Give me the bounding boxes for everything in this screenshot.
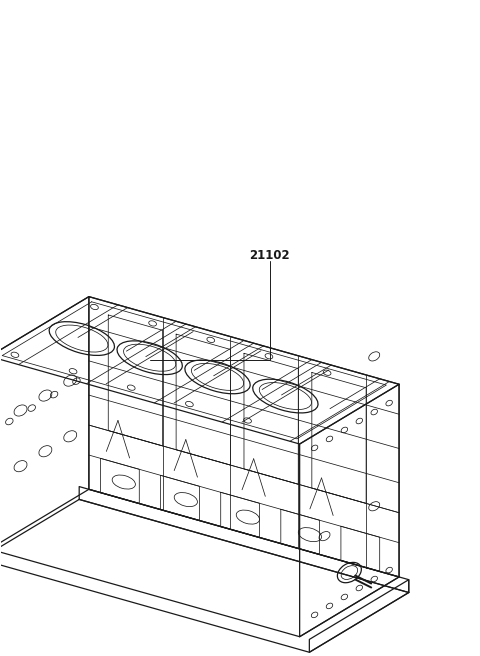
Text: 21102: 21102 [250,249,290,262]
